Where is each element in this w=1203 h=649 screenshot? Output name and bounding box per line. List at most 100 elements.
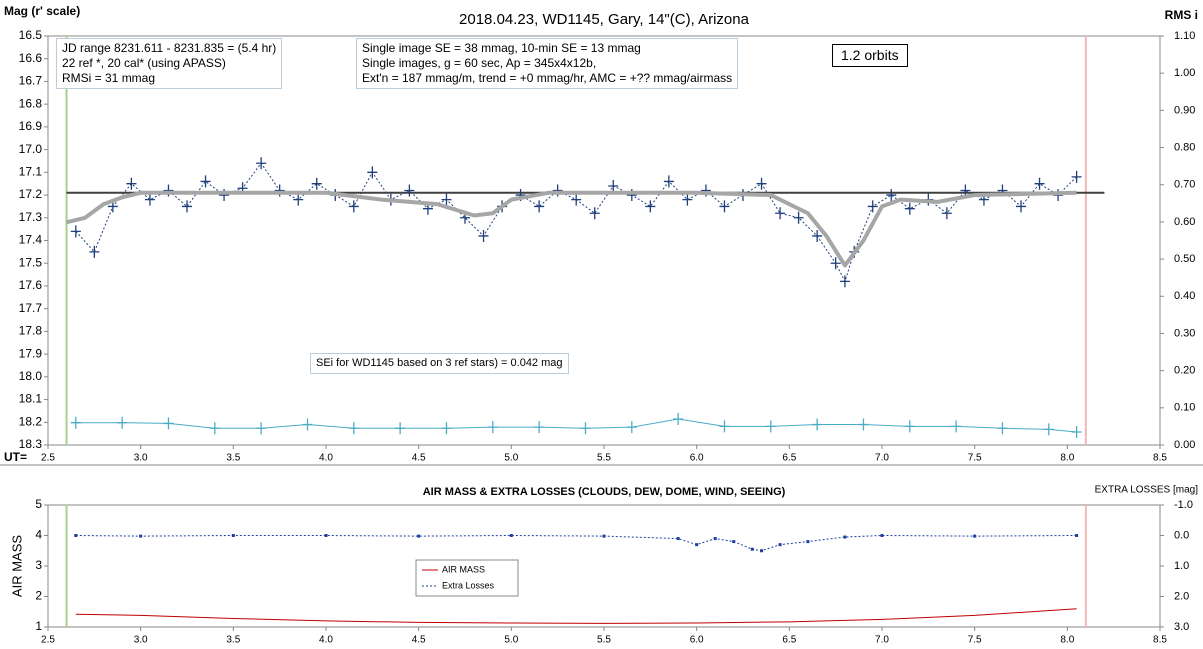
- y2-tick-label: 0.40: [1174, 290, 1195, 302]
- data-point: [732, 540, 736, 544]
- data-point: [778, 543, 782, 547]
- data-point: [1043, 423, 1054, 436]
- data-point: [589, 207, 600, 220]
- data-point: [70, 225, 81, 238]
- annotation-box: JD range 8231.611 - 8231.835 = (5.4 hr) …: [56, 38, 283, 89]
- data-point: [719, 420, 730, 433]
- y2-tick-label: 0.10: [1174, 402, 1195, 414]
- y-tick-label: 18.1: [19, 392, 43, 406]
- data-point: [182, 200, 192, 213]
- x-tick-label: 8.5: [1153, 635, 1167, 646]
- y-tick-label: 17.8: [19, 324, 43, 338]
- y2-tick-label: 0.50: [1174, 253, 1195, 265]
- y-tick-label: 17.6: [19, 278, 43, 292]
- data-point: [163, 417, 174, 430]
- data-point: [231, 534, 235, 537]
- data-point: [580, 422, 591, 435]
- data-point: [404, 184, 415, 197]
- data-point: [839, 275, 850, 288]
- x-tick-label: 5.5: [597, 453, 611, 464]
- y2-tick-label: 0.00: [1174, 439, 1195, 451]
- x-tick-label: 6.5: [782, 635, 796, 646]
- data-point: [960, 184, 971, 197]
- x-axis-label: UT=: [4, 450, 27, 464]
- data-point: [951, 420, 962, 433]
- data-point: [293, 193, 304, 206]
- data-point: [1016, 200, 1026, 213]
- y-tick-label: 18.2: [19, 414, 43, 428]
- annotation: 1.2 orbits: [841, 47, 899, 63]
- plot-area: [47, 504, 1161, 628]
- x-tick-label: 8.5: [1153, 453, 1167, 464]
- data-point: [417, 534, 421, 538]
- x-tick-label: 7.0: [875, 635, 889, 646]
- data-point: [534, 421, 545, 434]
- data-point: [509, 534, 513, 537]
- data-point: [74, 534, 78, 537]
- data-point: [682, 193, 693, 206]
- data-point: [144, 193, 155, 206]
- data-point: [117, 416, 128, 429]
- y2-tick-label: 0.70: [1174, 179, 1195, 191]
- data-point: [793, 211, 804, 224]
- data-point: [256, 422, 267, 435]
- data-point: [867, 200, 878, 213]
- y-tick-label: 17.7: [19, 301, 43, 315]
- x-tick-label: 5.0: [504, 453, 518, 464]
- data-point: [302, 418, 313, 431]
- y-tick-label: 5: [35, 497, 42, 511]
- y-tick-label: 2: [35, 589, 42, 603]
- data-point: [571, 193, 582, 206]
- y2-tick-label: 0.30: [1174, 327, 1195, 339]
- x-tick-label: 5.5: [597, 635, 611, 646]
- y-tick-label: 17.4: [19, 233, 43, 247]
- y2-tick-label: 0.80: [1174, 141, 1195, 153]
- data-point: [775, 207, 786, 220]
- x-tick-label: 4.5: [412, 635, 426, 646]
- y-tick-label: 17.2: [19, 187, 43, 201]
- x-tick-label: 3.0: [134, 453, 148, 464]
- data-point: [806, 540, 810, 544]
- data-point: [880, 534, 884, 537]
- plot-area: [47, 35, 1161, 446]
- x-tick-label: 8.0: [1060, 453, 1074, 464]
- annotation-box: Single image SE = 38 mmag, 10-min SE = 1…: [356, 38, 739, 89]
- data-point: [478, 229, 489, 242]
- x-tick-label: 5.0: [504, 635, 518, 646]
- data-point: [756, 177, 767, 190]
- annotation: Single images, g = 60 sec, Ap = 345x4x12…: [362, 56, 597, 70]
- annotation: JD range 8231.611 - 8231.835 = (5.4 hr): [62, 41, 277, 55]
- data-point: [395, 422, 406, 435]
- data-point: [1071, 425, 1082, 438]
- y2-tick-label: -1.0: [1174, 499, 1193, 511]
- data-point: [200, 175, 211, 188]
- y-axis-label: AIR MASS: [9, 535, 24, 597]
- series-line: [66, 190, 1077, 268]
- data-point: [695, 543, 699, 547]
- data-point: [534, 200, 545, 213]
- data-point: [608, 179, 619, 192]
- data-point: [367, 166, 378, 179]
- data-point: [126, 177, 137, 190]
- y2-tick-label: 1.00: [1174, 67, 1195, 79]
- data-point: [1075, 534, 1079, 537]
- data-point: [673, 412, 684, 425]
- data-point: [719, 200, 730, 213]
- data-point: [324, 534, 328, 537]
- chart-title: 2018.04.23, WD1145, Gary, 14"(C), Arizon…: [459, 11, 750, 28]
- y2-tick-label: 0.20: [1174, 365, 1195, 377]
- series-line: [75, 608, 1077, 624]
- y2-tick-label: 1.10: [1174, 30, 1195, 42]
- series-line: [75, 535, 1077, 552]
- data-point: [645, 200, 656, 213]
- x-tick-label: 6.0: [690, 453, 704, 464]
- data-point: [348, 422, 359, 435]
- data-point: [311, 177, 322, 190]
- data-point: [139, 534, 143, 538]
- y2-tick-label: 0.0: [1174, 529, 1189, 541]
- y2-axis-label: RMS i: [1165, 8, 1198, 22]
- x-tick-label: 6.0: [690, 635, 704, 646]
- y-tick-label: 16.5: [19, 28, 43, 42]
